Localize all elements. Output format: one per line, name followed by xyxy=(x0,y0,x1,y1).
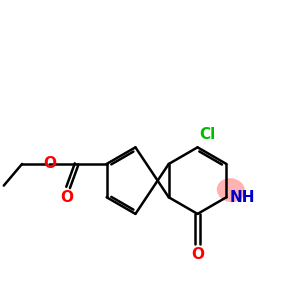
Text: O: O xyxy=(191,247,204,262)
Text: Cl: Cl xyxy=(199,127,215,142)
Text: O: O xyxy=(43,157,56,172)
Text: NH: NH xyxy=(230,190,256,205)
Text: O: O xyxy=(60,190,73,206)
Ellipse shape xyxy=(217,178,245,202)
